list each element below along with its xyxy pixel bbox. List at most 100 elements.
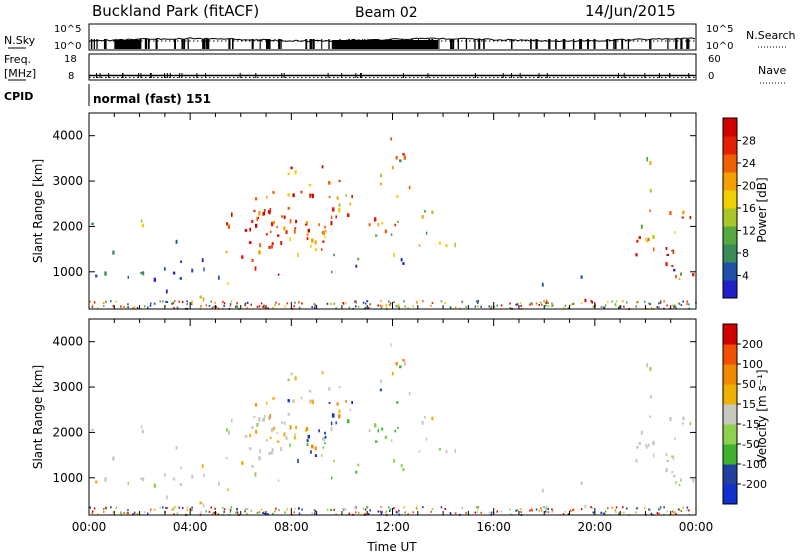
velocity-cell — [355, 507, 357, 510]
velocity-cell — [140, 425, 143, 429]
velocity-cell — [213, 511, 215, 514]
velocity-cell — [270, 451, 274, 455]
power-cell — [375, 234, 378, 237]
power-cell — [335, 215, 337, 219]
power-cell — [310, 244, 312, 248]
velocity-cell — [293, 435, 296, 440]
power-cell — [412, 305, 414, 308]
velocity-cell — [191, 474, 194, 479]
power-cell — [355, 300, 357, 303]
colorbar-swatch — [723, 444, 737, 465]
power-cell — [438, 242, 441, 245]
power-cell — [551, 304, 553, 307]
power-cell — [380, 306, 383, 309]
power-cell — [214, 301, 216, 304]
power-cell — [181, 301, 184, 303]
power-cell — [331, 270, 333, 274]
power-cell — [140, 271, 143, 275]
power-cell — [280, 241, 283, 245]
power-cell — [538, 303, 540, 306]
power-cell — [444, 302, 446, 304]
velocity-cell — [477, 506, 479, 508]
velocity-cell — [403, 506, 405, 509]
colorbar-swatch — [723, 364, 737, 385]
power-cell — [545, 304, 547, 307]
velocity-cell — [477, 511, 479, 514]
power-cell — [229, 304, 232, 307]
velocity-cell — [93, 507, 96, 510]
date-label: 14/Jun/2015 — [585, 2, 676, 20]
power-cell — [369, 303, 371, 306]
power-cell — [127, 303, 129, 306]
power-cell — [515, 303, 517, 306]
velocity-cell — [258, 456, 261, 461]
velocity-cell — [306, 443, 309, 446]
velocity-cell — [454, 512, 457, 515]
power-cell — [263, 209, 266, 212]
velocity-cell — [643, 506, 646, 509]
velocity-cell — [541, 488, 544, 493]
velocity-cell — [480, 511, 482, 514]
velocity-cell — [647, 443, 650, 448]
velocity-cell — [396, 511, 398, 514]
velocity-cell — [444, 508, 446, 510]
velocity-cell — [256, 511, 259, 514]
velocity-cell — [675, 480, 677, 485]
power-cell — [223, 304, 225, 307]
velocity-cell — [227, 430, 230, 435]
power-cell — [330, 303, 333, 306]
x-tick-label: 00:00 — [72, 520, 107, 534]
power-cell — [93, 301, 96, 304]
colorbar-tick-label: 4 — [742, 270, 749, 283]
power-cell — [294, 227, 297, 230]
power-cell — [645, 237, 647, 241]
power-cell — [297, 252, 299, 258]
power-cell — [186, 303, 188, 306]
power-cell — [285, 230, 288, 234]
power-cell — [646, 157, 648, 162]
power-cell — [318, 223, 320, 227]
nave-scale-top: 60 — [708, 54, 721, 65]
power-cell — [379, 182, 382, 186]
velocity-cell — [271, 448, 274, 452]
beam-label: Beam 02 — [355, 5, 418, 21]
power-cell — [176, 306, 179, 309]
velocity-cell — [133, 513, 135, 516]
velocity-cell — [645, 443, 647, 447]
power-cell — [541, 282, 544, 287]
power-cell — [385, 304, 388, 307]
velocity-cell — [580, 508, 583, 511]
velocity-cell — [398, 511, 400, 514]
power-cell — [520, 305, 522, 307]
velocity-cell — [330, 509, 333, 512]
velocity-cell — [225, 457, 228, 460]
velocity-cell — [275, 507, 277, 510]
velocity-cell — [474, 511, 477, 514]
velocity-cell — [132, 513, 134, 516]
velocity-cell — [347, 419, 350, 424]
power-cell — [362, 301, 365, 304]
power-cell — [172, 271, 176, 275]
power-cell — [649, 303, 651, 306]
power-cell — [535, 302, 538, 305]
colorbar-tick-label: 8 — [742, 247, 749, 260]
power-cell — [393, 301, 395, 304]
velocity-cell — [648, 508, 650, 511]
power-cell — [287, 172, 290, 176]
power-cell — [147, 306, 149, 309]
power-cell — [593, 305, 595, 308]
power-cell — [210, 300, 212, 303]
colorbar-swatch — [723, 226, 737, 245]
power-cell — [652, 235, 655, 239]
velocity-cell — [622, 506, 624, 509]
power-cell — [259, 243, 262, 248]
velocity-cell — [682, 416, 685, 421]
power-cell — [682, 210, 685, 215]
colorbar-swatch — [723, 172, 737, 191]
power-cell — [173, 307, 175, 310]
colorbar-tick-label: 100 — [742, 358, 763, 371]
power-cell — [305, 223, 308, 226]
power-cell — [227, 282, 229, 285]
power-cell — [258, 305, 261, 308]
